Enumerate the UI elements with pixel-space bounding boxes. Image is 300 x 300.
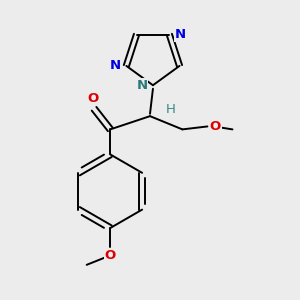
Text: O: O <box>105 249 116 262</box>
Text: N: N <box>110 59 121 72</box>
Text: H: H <box>166 103 176 116</box>
Text: N: N <box>136 79 148 92</box>
Text: O: O <box>210 120 221 133</box>
Text: O: O <box>87 92 98 105</box>
Text: N: N <box>175 28 186 41</box>
